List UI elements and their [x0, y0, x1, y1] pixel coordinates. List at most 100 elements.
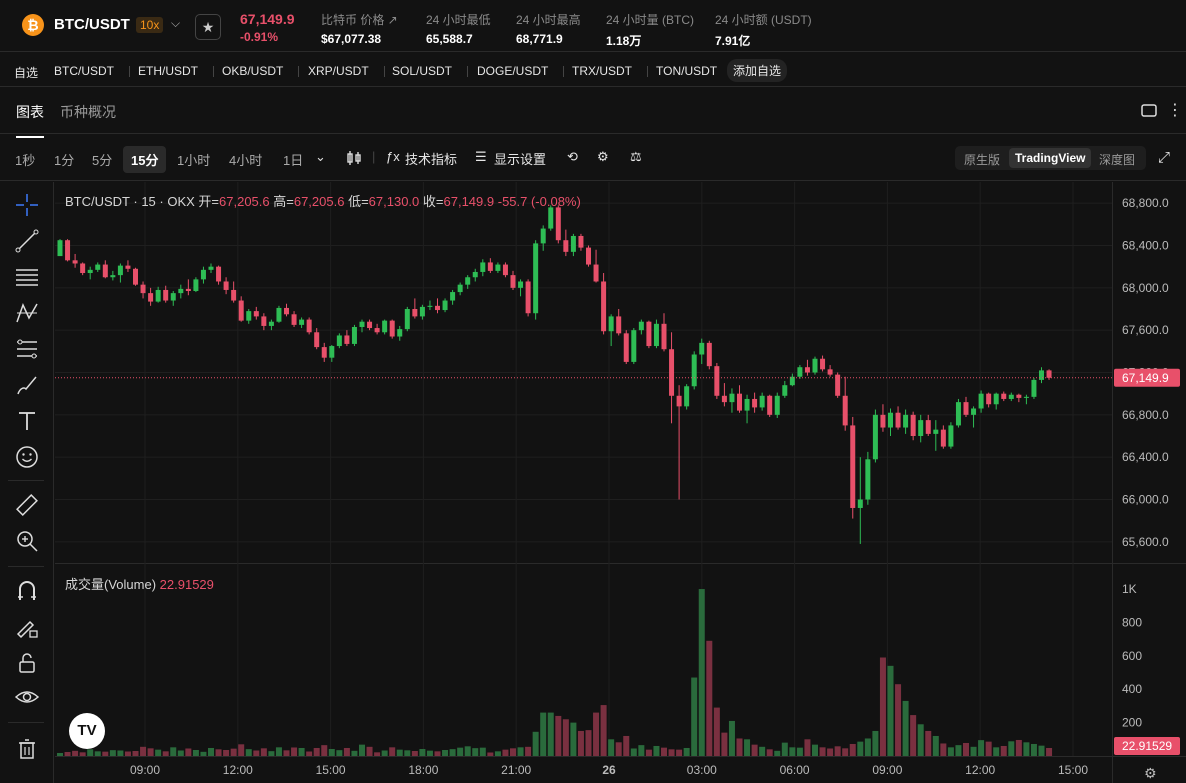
- fav-ton-usdt[interactable]: TON/USDT: [656, 64, 718, 78]
- stat-index-price[interactable]: 比特币 价格 ↗ $67,077.38: [321, 11, 398, 46]
- favorites-label[interactable]: 自选: [14, 66, 39, 80]
- axis-settings-gear-icon[interactable]: ⚙: [1144, 765, 1157, 781]
- candle-body: [87, 269, 93, 274]
- candle-body: [291, 314, 297, 325]
- tradingview-logo[interactable]: TV: [69, 713, 105, 749]
- unlock-icon[interactable]: [14, 650, 40, 676]
- interval-5m[interactable]: 5分: [92, 153, 113, 168]
- candle-body: [193, 279, 199, 292]
- ruler-icon[interactable]: [14, 492, 40, 518]
- text-icon[interactable]: [14, 408, 40, 434]
- candle-body: [691, 354, 697, 387]
- price-change: -0.91%: [240, 30, 279, 44]
- layout-icon[interactable]: [1141, 104, 1157, 118]
- volume-bar: [774, 750, 781, 756]
- magnet-icon[interactable]: [14, 578, 40, 604]
- volume-bar: [683, 747, 690, 756]
- volume-bar: [932, 735, 939, 756]
- scale-icon[interactable]: ⚖: [630, 149, 642, 164]
- pattern-icon[interactable]: [14, 300, 40, 326]
- replay-icon[interactable]: ⟲: [567, 149, 578, 164]
- emoji-icon[interactable]: [14, 444, 40, 470]
- candle-body: [661, 323, 667, 350]
- candle-body: [933, 429, 939, 434]
- chart-area[interactable]: 65,600.066,000.066,400.066,800.067,200.0…: [55, 182, 1186, 783]
- chevron-down-icon[interactable]: ⌵: [171, 16, 181, 30]
- candle-body: [314, 332, 320, 348]
- time-tick-label: 18:00: [408, 763, 438, 777]
- price-tick-label: 67,600.0: [1122, 323, 1169, 337]
- fav-btc-usdt[interactable]: BTC/USDT: [54, 64, 130, 78]
- interval-4h[interactable]: 4小时: [229, 153, 263, 168]
- candle-body: [570, 235, 576, 252]
- candle-body: [487, 262, 493, 271]
- candle-type-icon[interactable]: [346, 150, 362, 166]
- pair-name[interactable]: BTC/USDT: [54, 16, 130, 33]
- volume-bar: [645, 749, 652, 756]
- fib-levels-icon[interactable]: [14, 336, 40, 362]
- fav-okb-usdt[interactable]: OKB/USDT: [222, 64, 300, 78]
- candle-body: [827, 369, 833, 375]
- tab-coin-overview[interactable]: 币种概况: [60, 104, 116, 120]
- view-native[interactable]: 原生版: [964, 153, 1001, 167]
- gear-icon[interactable]: ⚙: [597, 149, 609, 164]
- interval-1h[interactable]: 1小时: [177, 153, 211, 168]
- view-depth[interactable]: 深度图: [1099, 153, 1136, 167]
- stat-24h-volume: 24 小时量 (BTC) 1.18万: [606, 11, 694, 49]
- volume-bar: [404, 750, 411, 756]
- candle-body: [246, 311, 252, 321]
- volume-bar: [879, 657, 886, 756]
- volume-bar: [192, 749, 199, 756]
- candle-body: [714, 366, 720, 396]
- crosshair-icon[interactable]: [14, 192, 40, 218]
- add-favorite-button[interactable]: 添加自选: [727, 59, 788, 82]
- display-settings-button[interactable]: 显示设置: [494, 152, 547, 167]
- volume-bar: [291, 747, 298, 756]
- eye-icon[interactable]: [14, 684, 40, 710]
- star-icon[interactable]: ★: [195, 14, 221, 40]
- volume-bar: [661, 747, 667, 756]
- fav-sol-usdt[interactable]: SOL/USDT: [392, 64, 469, 78]
- candle-body: [978, 393, 984, 409]
- horizontal-lines-icon[interactable]: [14, 264, 40, 290]
- volume-bar: [374, 752, 381, 756]
- indicators-button[interactable]: 技术指标: [405, 152, 458, 167]
- stat-value: $67,077.38: [321, 32, 382, 46]
- volume-bar: [366, 746, 373, 756]
- volume-bar: [676, 749, 683, 756]
- fullscreen-icon[interactable]: ⤢: [1158, 149, 1171, 166]
- volume-bar: [721, 732, 728, 756]
- candle-body: [208, 266, 214, 270]
- candle-body: [721, 395, 727, 403]
- candle-body: [525, 281, 531, 314]
- candlestick-chart[interactable]: 65,600.066,000.066,400.066,800.067,200.0…: [55, 182, 1186, 783]
- view-tradingview[interactable]: TradingView: [1009, 148, 1092, 168]
- fav-xrp-usdt[interactable]: XRP/USDT: [308, 64, 385, 78]
- interval-chevron-down-icon[interactable]: ⌄: [315, 149, 326, 164]
- fav-eth-usdt[interactable]: ETH/USDT: [138, 64, 214, 78]
- fav-trx-usdt[interactable]: TRX/USDT: [572, 64, 648, 78]
- candle-body: [1016, 394, 1022, 398]
- candle-body: [117, 265, 123, 276]
- indicators-icon[interactable]: ƒx: [386, 149, 400, 164]
- display-settings-icon[interactable]: ☰: [475, 149, 487, 164]
- interval-1d[interactable]: 1日: [283, 153, 304, 168]
- interval-15m[interactable]: 15分: [123, 146, 167, 173]
- tab-chart[interactable]: 图表: [16, 104, 44, 138]
- candle-body: [835, 374, 841, 396]
- volume-bar: [804, 739, 811, 756]
- interval-1m[interactable]: 1分: [54, 153, 75, 168]
- volume-bar: [668, 749, 675, 756]
- time-tick-label: 09:00: [130, 763, 160, 777]
- zoom-in-icon[interactable]: [14, 528, 40, 554]
- volume-bar: [343, 747, 350, 756]
- volume-bar: [910, 715, 917, 756]
- brush-icon[interactable]: [14, 372, 40, 398]
- trend-line-icon[interactable]: [14, 228, 40, 254]
- fav-doge-usdt[interactable]: DOGE/USDT: [477, 64, 565, 78]
- interval-1s[interactable]: 1秒: [15, 153, 36, 168]
- lock-drawing-icon[interactable]: [14, 614, 40, 640]
- ohlc-legend: BTC/USDT · 15 · OKX 开=67,205.6 高=67,205.…: [65, 191, 581, 210]
- more-icon[interactable]: ⋮: [1167, 102, 1183, 119]
- trash-icon[interactable]: [14, 736, 40, 762]
